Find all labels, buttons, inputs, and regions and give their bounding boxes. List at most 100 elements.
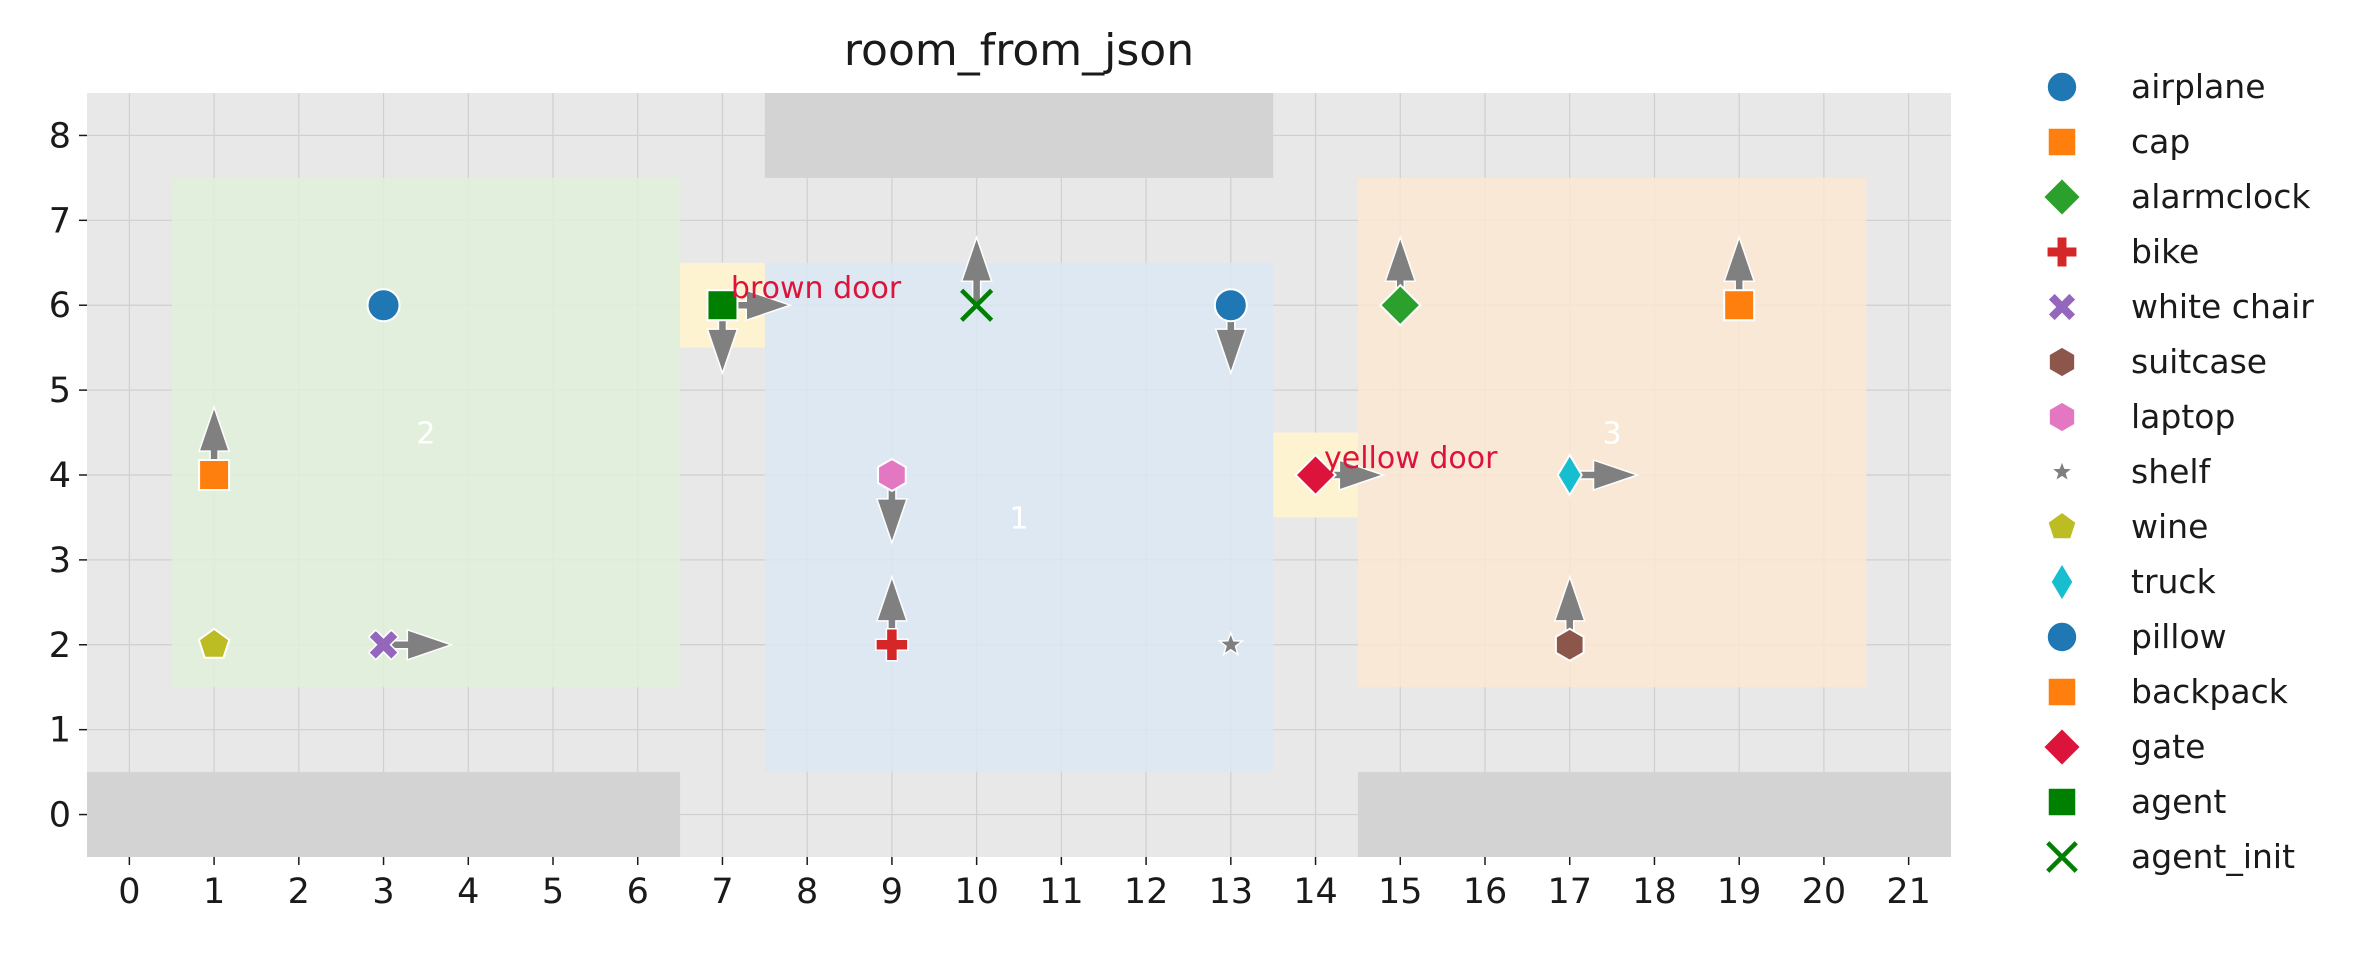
marker-wine <box>197 627 231 659</box>
x-tick-label: 17 <box>1547 872 1592 912</box>
y-tick-label: 1 <box>49 711 71 751</box>
legend-marker-airplane <box>2045 70 2079 104</box>
legend-marker-alarmclock <box>2041 176 2083 218</box>
marker-alarmclock <box>1378 283 1422 327</box>
legend-label: backpack <box>2131 672 2289 711</box>
legend-marker-backpack <box>2046 676 2078 708</box>
x-tick-label: 13 <box>1209 872 1254 912</box>
y-tick-label: 5 <box>49 371 71 411</box>
marker-agent_init <box>960 288 994 322</box>
legend-item: bike <box>2046 232 2199 271</box>
x-tick-label: 21 <box>1886 872 1931 912</box>
legend-item: alarmclock <box>2041 176 2311 218</box>
x-tick-label: 1 <box>203 872 225 912</box>
legend-marker-gate <box>2041 726 2083 768</box>
legend-marker-white-chair <box>2046 291 2078 323</box>
legend-label: alarmclock <box>2131 177 2311 216</box>
x-tick-label: 10 <box>954 872 999 912</box>
legend-label: shelf <box>2131 452 2212 491</box>
wall-block <box>87 772 681 857</box>
plot-area: 1 2 3 brown door yellow door <box>87 93 1951 857</box>
x-tick-label: 9 <box>881 872 903 912</box>
x-tick-label: 7 <box>711 872 733 912</box>
marker-laptop <box>877 457 907 493</box>
marker-agent <box>706 289 739 322</box>
legend-marker-wine <box>2046 510 2078 541</box>
legend-item: cap <box>2046 122 2190 161</box>
x-tick-label: 14 <box>1293 872 1338 912</box>
x-tick-label: 8 <box>796 872 818 912</box>
legend-item: laptop <box>2047 397 2235 436</box>
door-label: yellow door <box>1324 441 1498 476</box>
legend-item: white chair <box>2046 287 2314 326</box>
y-axis: 0 1 2 3 4 5 6 7 8 <box>49 116 87 836</box>
y-tick-label: 4 <box>49 456 71 496</box>
legend-marker-pillow <box>2045 620 2079 654</box>
legend-marker-agent <box>2046 786 2078 818</box>
legend-label: agent_init <box>2131 837 2295 876</box>
legend-marker-laptop <box>2047 400 2077 434</box>
markers <box>197 283 1756 662</box>
legend-label: white chair <box>2131 287 2314 326</box>
legend-label: agent <box>2131 782 2226 821</box>
legend-marker-agent_init-stroke <box>2046 841 2078 873</box>
legend-label: airplane <box>2131 67 2266 106</box>
legend-label: laptop <box>2131 397 2235 436</box>
direction-arrows <box>198 234 1756 661</box>
marker-suitcase <box>1554 627 1585 662</box>
legend: airplane cap alarmclock bike white chair suit… <box>2041 67 2314 876</box>
legend-item: shelf <box>2049 452 2212 491</box>
x-tick-label: 11 <box>1039 872 1084 912</box>
room-label: 2 <box>416 417 435 452</box>
legend-label: pillow <box>2131 617 2227 656</box>
x-tick-label: 5 <box>542 872 564 912</box>
room-label: 3 <box>1603 417 1622 452</box>
marker-white-chair-shape <box>367 628 400 661</box>
legend-item: agent <box>2046 782 2226 821</box>
legend-label: cap <box>2131 122 2190 161</box>
y-tick-label: 8 <box>49 116 71 156</box>
x-tick-label: 0 <box>118 872 140 912</box>
y-tick-label: 0 <box>49 796 71 836</box>
x-tick-label: 20 <box>1802 872 1847 912</box>
legend-item: airplane <box>2045 67 2266 106</box>
wall-block <box>1357 772 1951 857</box>
y-tick-label: 2 <box>49 626 71 666</box>
x-tick-label: 16 <box>1463 872 1508 912</box>
legend-item: pillow <box>2045 617 2227 656</box>
x-tick-label: 3 <box>372 872 394 912</box>
marker-pillow <box>1213 288 1248 323</box>
marker-bike <box>875 628 909 662</box>
legend-item: gate <box>2041 726 2205 768</box>
marker-backpack <box>1723 289 1756 322</box>
legend-item: backpack <box>2046 672 2289 711</box>
legend-marker-bike <box>2046 236 2078 268</box>
legend-label: truck <box>2131 562 2217 601</box>
room-area <box>764 262 1274 773</box>
legend-marker-truck <box>2049 561 2075 603</box>
legend-item: wine <box>2046 507 2208 546</box>
room-label: 1 <box>1009 501 1028 536</box>
legend-marker-cap <box>2046 126 2078 158</box>
x-tick-label: 2 <box>288 872 310 912</box>
legend-marker-shelf <box>2049 458 2075 483</box>
legend-label: suitcase <box>2131 342 2267 381</box>
legend-item: agent_init <box>2046 837 2295 876</box>
x-tick-label: 15 <box>1378 872 1423 912</box>
x-tick-label: 18 <box>1632 872 1677 912</box>
marker-white-chair <box>367 628 400 661</box>
y-tick-label: 6 <box>49 286 71 326</box>
marker-gate <box>1294 453 1337 497</box>
legend-label: bike <box>2131 232 2199 271</box>
legend-item: suitcase <box>2047 342 2267 381</box>
x-tick-label: 19 <box>1717 872 1762 912</box>
legend-label: wine <box>2131 507 2208 546</box>
x-tick-label: 4 <box>457 872 479 912</box>
legend-marker-suitcase <box>2047 345 2077 379</box>
legend-marker-agent_init <box>2046 841 2078 873</box>
marker-truck <box>1556 453 1583 497</box>
x-axis: 0 1 2 3 4 5 6 7 8 9 10 11 12 13 14 15 16 17 18 19 20 21 <box>118 857 1931 912</box>
y-tick-label: 7 <box>49 201 71 241</box>
legend-marker-white-chair-shape <box>2046 291 2078 323</box>
